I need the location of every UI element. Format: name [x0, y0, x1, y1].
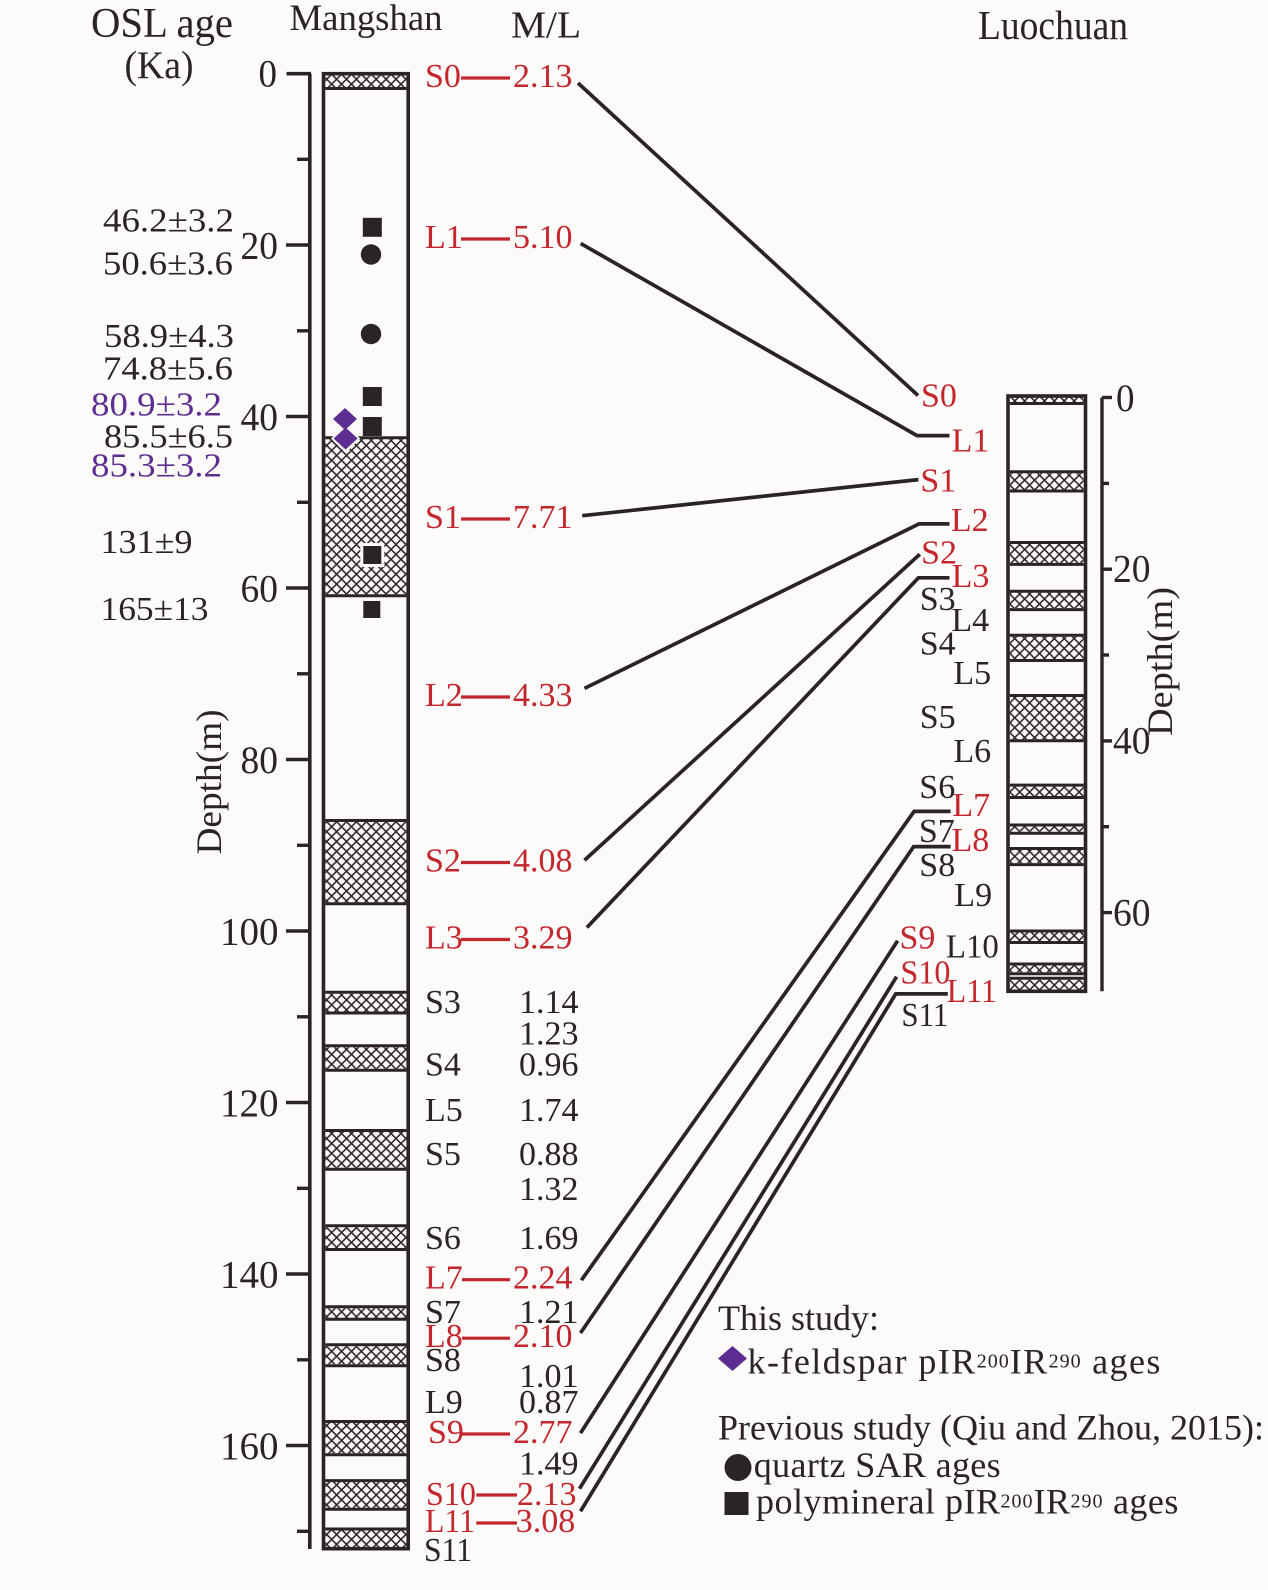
- svg-text:Depth(m): Depth(m): [189, 710, 229, 855]
- svg-text:S9: S9: [428, 1414, 464, 1451]
- svg-text:2.10: 2.10: [513, 1318, 573, 1355]
- svg-text:L9: L9: [954, 877, 992, 914]
- svg-text:S6: S6: [425, 1220, 461, 1257]
- svg-text:M/L: M/L: [511, 5, 581, 47]
- svg-text:S10: S10: [900, 954, 950, 991]
- svg-text:L11: L11: [425, 1503, 475, 1540]
- svg-text:L7: L7: [952, 787, 990, 824]
- svg-text:This study:: This study:: [718, 1298, 879, 1338]
- svg-text:2.24: 2.24: [513, 1260, 573, 1297]
- svg-text:k-feldspar pIR200IR290 ages: k-feldspar pIR200IR290 ages: [748, 1342, 1162, 1382]
- svg-text:3.29: 3.29: [513, 920, 573, 957]
- svg-text:Depth(m): Depth(m): [1140, 587, 1180, 736]
- svg-text:S11: S11: [901, 997, 948, 1034]
- svg-text:L8: L8: [425, 1318, 463, 1355]
- svg-text:quartz SAR ages: quartz SAR ages: [754, 1445, 1001, 1485]
- svg-text:160: 160: [220, 1425, 279, 1468]
- svg-text:165±13: 165±13: [101, 591, 209, 628]
- svg-text:S2: S2: [921, 534, 957, 571]
- svg-text:(Ka): (Ka): [125, 44, 194, 87]
- svg-text:0: 0: [1116, 377, 1135, 420]
- svg-text:L5: L5: [953, 655, 991, 692]
- svg-text:2.77: 2.77: [513, 1414, 573, 1451]
- svg-text:Luochuan: Luochuan: [978, 2, 1128, 48]
- svg-text:85.5±6.5: 85.5±6.5: [104, 419, 233, 456]
- svg-text:S4: S4: [920, 626, 956, 663]
- svg-text:2.13: 2.13: [517, 1476, 577, 1513]
- svg-text:4.08: 4.08: [513, 843, 573, 880]
- svg-text:L3: L3: [952, 558, 990, 595]
- svg-text:0.87: 0.87: [519, 1384, 579, 1421]
- svg-text:L1: L1: [425, 219, 463, 256]
- svg-text:50.6±3.6: 50.6±3.6: [103, 246, 233, 283]
- svg-text:S5: S5: [425, 1136, 461, 1173]
- svg-text:1.69: 1.69: [519, 1220, 579, 1257]
- svg-text:1.01: 1.01: [519, 1358, 579, 1395]
- svg-text:L2: L2: [951, 502, 989, 539]
- svg-text:L8: L8: [952, 822, 990, 859]
- svg-text:100: 100: [220, 911, 279, 954]
- svg-text:58.9±4.3: 58.9±4.3: [104, 318, 234, 355]
- svg-text:S8: S8: [919, 847, 955, 884]
- svg-text:L6: L6: [953, 733, 991, 770]
- svg-text:1.21: 1.21: [519, 1294, 579, 1331]
- svg-text:polymineral pIR200IR290 ages: polymineral pIR200IR290 ages: [756, 1482, 1179, 1522]
- svg-text:L7: L7: [425, 1260, 463, 1297]
- svg-text:S7: S7: [425, 1294, 461, 1331]
- svg-text:S1: S1: [920, 462, 956, 499]
- svg-text:S5: S5: [920, 699, 956, 736]
- svg-text:L11: L11: [947, 973, 997, 1010]
- svg-text:60: 60: [1113, 892, 1151, 935]
- svg-text:3.08: 3.08: [516, 1503, 576, 1540]
- svg-text:1.23: 1.23: [519, 1016, 579, 1053]
- svg-text:S1: S1: [425, 499, 461, 536]
- svg-text:40: 40: [1113, 720, 1151, 763]
- svg-text:L5: L5: [425, 1092, 463, 1129]
- svg-text:0.96: 0.96: [519, 1047, 579, 1084]
- svg-text:L3: L3: [425, 920, 463, 957]
- svg-text:140: 140: [220, 1254, 279, 1297]
- svg-text:2.13: 2.13: [513, 58, 573, 95]
- svg-text:S8: S8: [425, 1342, 461, 1379]
- svg-text:S3: S3: [920, 581, 956, 618]
- svg-text:L2: L2: [425, 677, 463, 714]
- svg-text:1.49: 1.49: [519, 1446, 579, 1483]
- svg-text:20: 20: [1113, 548, 1151, 591]
- svg-text:5.10: 5.10: [513, 219, 573, 256]
- svg-text:S0: S0: [921, 377, 957, 414]
- svg-text:120: 120: [220, 1082, 279, 1125]
- svg-text:0.88: 0.88: [519, 1136, 579, 1173]
- svg-text:80.9±3.2: 80.9±3.2: [91, 386, 222, 423]
- svg-text:Mangshan: Mangshan: [290, 0, 443, 39]
- svg-text:20: 20: [241, 225, 279, 268]
- svg-text:1.32: 1.32: [519, 1171, 579, 1208]
- svg-text:S6: S6: [919, 769, 955, 806]
- svg-text:131±9: 131±9: [101, 524, 193, 561]
- svg-text:80: 80: [241, 739, 279, 782]
- svg-text:60: 60: [241, 568, 279, 611]
- svg-text:0: 0: [259, 53, 278, 96]
- svg-text:S0: S0: [425, 58, 461, 95]
- svg-text:74.8±5.6: 74.8±5.6: [103, 350, 233, 387]
- svg-text:L4: L4: [951, 602, 989, 639]
- svg-text:Previous study (Qiu and Zhou,: Previous study (Qiu and Zhou, 2015):: [718, 1408, 1264, 1448]
- svg-text:7.71: 7.71: [513, 499, 573, 536]
- svg-text:46.2±3.2: 46.2±3.2: [103, 203, 234, 240]
- svg-text:S10: S10: [426, 1476, 476, 1513]
- svg-text:40: 40: [241, 396, 279, 439]
- svg-text:S4: S4: [425, 1047, 461, 1084]
- svg-text:L1: L1: [952, 422, 990, 459]
- svg-text:S11: S11: [424, 1532, 472, 1569]
- svg-text:4.33: 4.33: [513, 677, 573, 714]
- svg-text:L9: L9: [425, 1384, 463, 1421]
- svg-text:OSL age: OSL age: [91, 1, 233, 47]
- svg-text:85.3±3.2: 85.3±3.2: [91, 448, 222, 485]
- svg-text:S9: S9: [900, 919, 936, 956]
- svg-text:S7: S7: [919, 813, 955, 850]
- svg-text:L10: L10: [946, 929, 999, 966]
- svg-text:S3: S3: [425, 984, 461, 1021]
- svg-text:S2: S2: [425, 843, 461, 880]
- svg-text:1.74: 1.74: [519, 1092, 579, 1129]
- svg-text:1.14: 1.14: [519, 984, 579, 1021]
